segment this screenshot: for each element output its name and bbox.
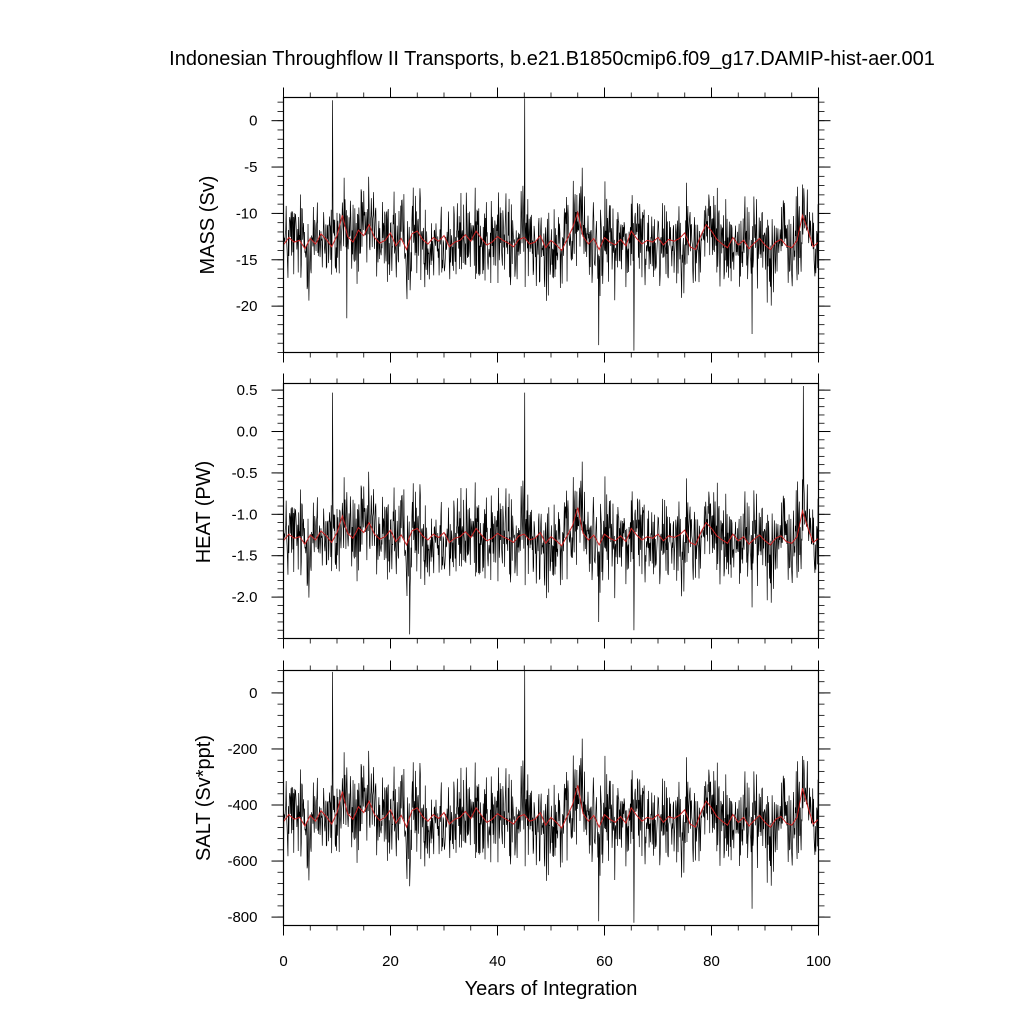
xtick-label: 20	[382, 953, 399, 970]
ytick-label: -600	[227, 853, 257, 870]
frame-salt	[282, 669, 820, 927]
ytick-label: 0	[249, 113, 257, 130]
x-axis-ticks: 0 20 40 60 80 100	[279, 953, 831, 970]
ylabel-salt: SALT (Sv*ppt)	[193, 735, 215, 861]
ytick-label: -5	[244, 159, 257, 176]
x-axis-label: Years of Integration	[465, 978, 638, 1000]
plot-mass	[283, 98, 819, 351]
ytick-label: -1.0	[232, 506, 258, 523]
xtick-label: 60	[596, 953, 613, 970]
annual-mean-line	[283, 210, 819, 252]
xtick-label: 0	[279, 953, 287, 970]
xtick-label: 80	[703, 953, 720, 970]
xtick-label: 40	[489, 953, 506, 970]
chart-title: Indonesian Throughflow II Transports, b.…	[169, 48, 935, 70]
annual-mean-line	[283, 785, 819, 829]
xtick-label: 100	[806, 953, 831, 970]
ytick-label: -200	[227, 741, 257, 758]
ytick-label: 0.5	[237, 382, 258, 399]
annual-mean-line	[283, 507, 819, 547]
ytick-label: -10	[236, 205, 258, 222]
ylabel-mass: MASS (Sv)	[197, 176, 219, 275]
ytick-label: 0	[249, 685, 257, 702]
ytick-label: -20	[236, 298, 258, 315]
ytick-label: 0.0	[237, 424, 258, 441]
plot-salt	[283, 671, 819, 923]
yticks-heat: 0.5 0.0 -0.5 -1.0 -1.5 -2.0	[232, 373, 831, 649]
panel-salt: SALT (Sv*ppt) 0 -200 -400 -600 -800	[193, 660, 831, 936]
ytick-label: -15	[236, 252, 258, 269]
ytick-label: -0.5	[232, 465, 258, 482]
frame-mass	[282, 96, 820, 354]
monthly-series-line	[283, 385, 819, 635]
monthly-series-line	[283, 98, 819, 351]
panel-heat: HEAT (PW) 0.5 0.0 -0.5 -1.0 -1.5 -2.0	[193, 373, 831, 649]
frame-heat	[282, 382, 820, 640]
ytick-label: -400	[227, 797, 257, 814]
ytick-label: -2.0	[232, 589, 258, 606]
yticks-mass: 0 -5 -10 -15 -20	[236, 87, 831, 363]
plot-heat	[283, 385, 819, 635]
ytick-label: -1.5	[232, 548, 258, 565]
ylabel-heat: HEAT (PW)	[193, 461, 215, 564]
monthly-series-line	[283, 671, 819, 923]
ytick-label: -800	[227, 909, 257, 926]
yticks-salt: 0 -200 -400 -600 -800	[227, 660, 831, 936]
panel-mass: MASS (Sv) 0 -5 -10 -15 -20	[197, 87, 831, 363]
